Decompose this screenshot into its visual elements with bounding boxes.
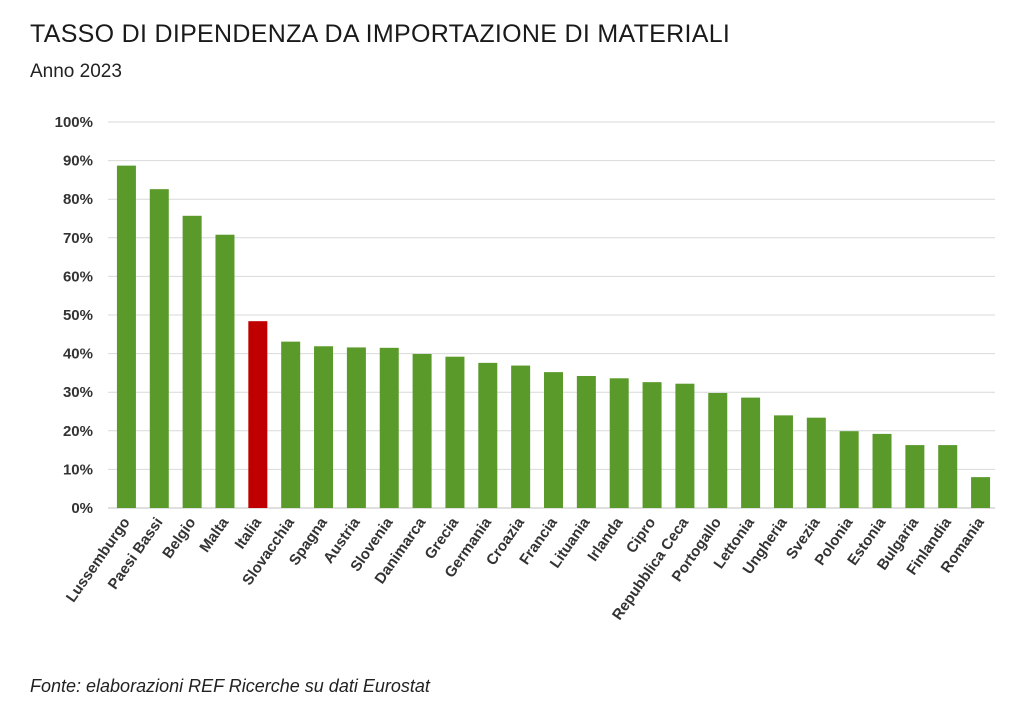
bar-romania [971,477,991,508]
bar-estonia [872,433,892,508]
bar-slovenia [379,347,399,508]
bar-bulgaria [905,445,925,508]
y-tick-label: 100% [55,114,93,131]
bar-spagna [314,346,334,508]
bar-austria [346,347,366,508]
bar-francia [544,372,563,508]
x-tick-label: Irlanda [584,514,627,565]
bar-irlanda [609,378,629,508]
y-tick-label: 10% [63,461,93,478]
bar-croazia [511,365,531,508]
bar-lussemburgo [116,165,136,509]
bar-danimarca [412,353,432,508]
bar-svezia [806,417,826,508]
y-tick-label: 50% [63,307,93,324]
x-tick-label: Italia [232,514,266,552]
bar-polonia [839,431,859,508]
bar-portogallo [708,392,728,508]
y-tick-label: 20% [63,423,93,440]
y-tick-label: 90% [63,153,93,170]
x-tick-label: Belgio [159,515,199,562]
bar-slovacchia [281,341,301,508]
bar-finlandia [938,445,958,508]
bar-ungheria [773,415,793,508]
bar-repubblica-ceca [675,383,695,508]
bars [116,165,991,509]
y-tick-label: 40% [63,346,93,363]
y-tick-label: 30% [63,384,93,401]
bar-lettonia [741,397,761,508]
source-note: Fonte: elaborazioni REF Ricerche su dati… [30,676,430,696]
y-tick-label: 60% [63,268,93,285]
y-tick-label: 70% [63,230,93,247]
y-tick-label: 0% [71,500,93,517]
x-tick-label: Malta [196,514,232,556]
chart-title: TASSO DI DIPENDENZA DA IMPORTAZIONE DI M… [30,20,731,48]
bar-italia [248,321,268,508]
bar-lituania [576,375,596,508]
y-tick-label: 80% [63,191,93,208]
bar-germania [478,362,498,508]
bar-grecia [445,356,465,508]
bar-belgio [182,215,202,508]
bar-cipro [642,382,662,508]
y-axis-ticks: 0% 10% 20% 30% 40% 50% 60% 70% 80% 90% 100% [55,114,93,517]
bar-chart: 0% 10% 20% 30% 40% 50% 60% 70% 80% 90% 100% Lussem… [55,114,995,623]
chart-subtitle: Anno 2023 [30,61,122,82]
bar-malta [215,234,235,508]
bar-paesi-bassi [149,189,169,508]
